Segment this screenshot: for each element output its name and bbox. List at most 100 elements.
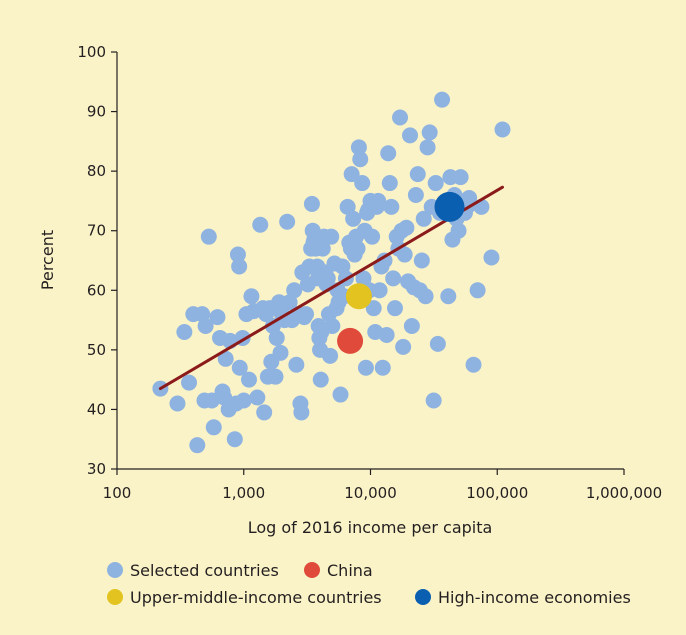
data-point-selected-country [440,288,457,305]
y-ticks: 30 40 50 60 70 80 90 100 [77,43,117,478]
legend-item-selected-countries: Selected countries [107,561,279,580]
legend-item-high-income: High-income economies [415,588,631,607]
data-point-selected-country [461,189,478,206]
y-tick-label: 60 [87,281,106,299]
legend-label-high: High-income economies [438,588,631,607]
data-point-selected-country [494,121,511,138]
x-ticks: 100 1,000 10,000 100,000 1,000,000 [103,469,662,502]
data-point-selected-country [355,270,372,287]
y-axis-title: Percent [38,230,57,290]
legend: Selected countries China Upper-middle-in… [107,561,631,607]
data-point-selected-country [293,404,310,421]
data-point-selected-country [425,392,442,409]
data-point-selected-country [252,216,269,233]
legend-marker-umic [107,589,123,605]
data-point-selected-country [169,395,186,412]
data-point-selected-country [181,374,198,391]
y-tick-label: 30 [87,460,106,478]
data-point-selected-country [217,350,234,367]
data-point-high-income [434,191,465,222]
x-tick-label: 100,000 [466,484,528,502]
legend-label-selected: Selected countries [130,561,279,580]
data-point-selected-country [303,195,320,212]
data-point-selected-country [402,127,419,144]
data-point-selected-country [483,249,500,266]
data-point-selected-country [365,300,382,317]
data-point-selected-country [403,318,420,335]
data-point-selected-country [256,404,273,421]
data-point-selected-country [345,210,362,227]
data-point-selected-country [249,389,266,406]
data-point-selected-country [395,338,412,355]
legend-item-china: China [304,561,373,580]
data-point-selected-country [200,228,217,245]
data-point-selected-country [427,175,444,192]
data-point-selected-country [197,318,214,335]
data-point-selected-country [417,288,434,305]
data-point-selected-country [349,240,366,257]
data-point-selected-country [421,124,438,141]
data-point-selected-country [415,210,432,227]
data-point-selected-country [323,228,340,245]
data-point-selected-country [383,198,400,215]
data-point-selected-country [352,151,369,168]
data-point-selected-country [364,228,381,245]
x-tick-label: 1,000 [222,484,265,502]
data-point-selected-country [392,109,409,126]
data-point-selected-country [231,258,248,275]
x-axis-title: Log of 2016 income per capita [248,518,493,537]
y-tick-label: 100 [77,43,106,61]
data-point-selected-country [469,282,486,299]
data-point-selected-country [398,219,415,236]
x-tick-label: 1,000,000 [586,484,662,502]
data-point-selected-country [322,347,339,364]
data-point-selected-country [376,252,393,269]
legend-marker-china [304,562,320,578]
data-point-selected-country [381,175,398,192]
data-point-selected-country [370,192,387,209]
x-tick-label: 10,000 [344,484,397,502]
data-point-selected-country [465,356,482,373]
data-point-selected-country [434,91,451,108]
data-point-selected-country [452,169,469,186]
highlight-points [337,191,465,354]
legend-marker-selected [107,562,123,578]
legend-item-upper-middle-income: Upper-middle-income countries [107,588,382,607]
data-point-selected-country [407,186,424,203]
data-point-selected-country [332,386,349,403]
data-point-selected-country [339,198,356,215]
data-point-selected-country [288,356,305,373]
data-point-selected-country [312,371,329,388]
data-point-selected-country [409,166,426,183]
y-tick-label: 40 [87,400,106,418]
data-point-selected-country [374,359,391,376]
data-point-selected-country [268,329,285,346]
scatter-points [152,91,511,454]
data-point-selected-country [385,270,402,287]
data-point-selected-country [298,306,315,323]
data-point-selected-country [189,437,206,454]
data-point-selected-country [314,240,331,257]
data-point-selected-country [243,288,260,305]
legend-label-umic: Upper-middle-income countries [130,588,382,607]
data-point-selected-country [413,252,430,269]
data-point-selected-country [324,318,341,335]
data-point-selected-country [357,359,374,376]
data-point-selected-country [279,213,296,230]
data-point-selected-country [450,222,467,239]
y-tick-label: 50 [87,341,106,359]
data-point-selected-country [429,335,446,352]
legend-marker-high [415,589,431,605]
data-point-selected-country [229,246,246,263]
data-point-selected-country [350,139,367,156]
data-point-selected-country [226,431,243,448]
data-point-selected-country [209,309,226,326]
data-point-selected-country [378,326,395,343]
data-point-upper-middle-income [345,283,372,310]
data-point-selected-country [205,419,222,436]
data-point-selected-country [386,300,403,317]
data-point-selected-country [203,392,220,409]
data-point-selected-country [371,282,388,299]
